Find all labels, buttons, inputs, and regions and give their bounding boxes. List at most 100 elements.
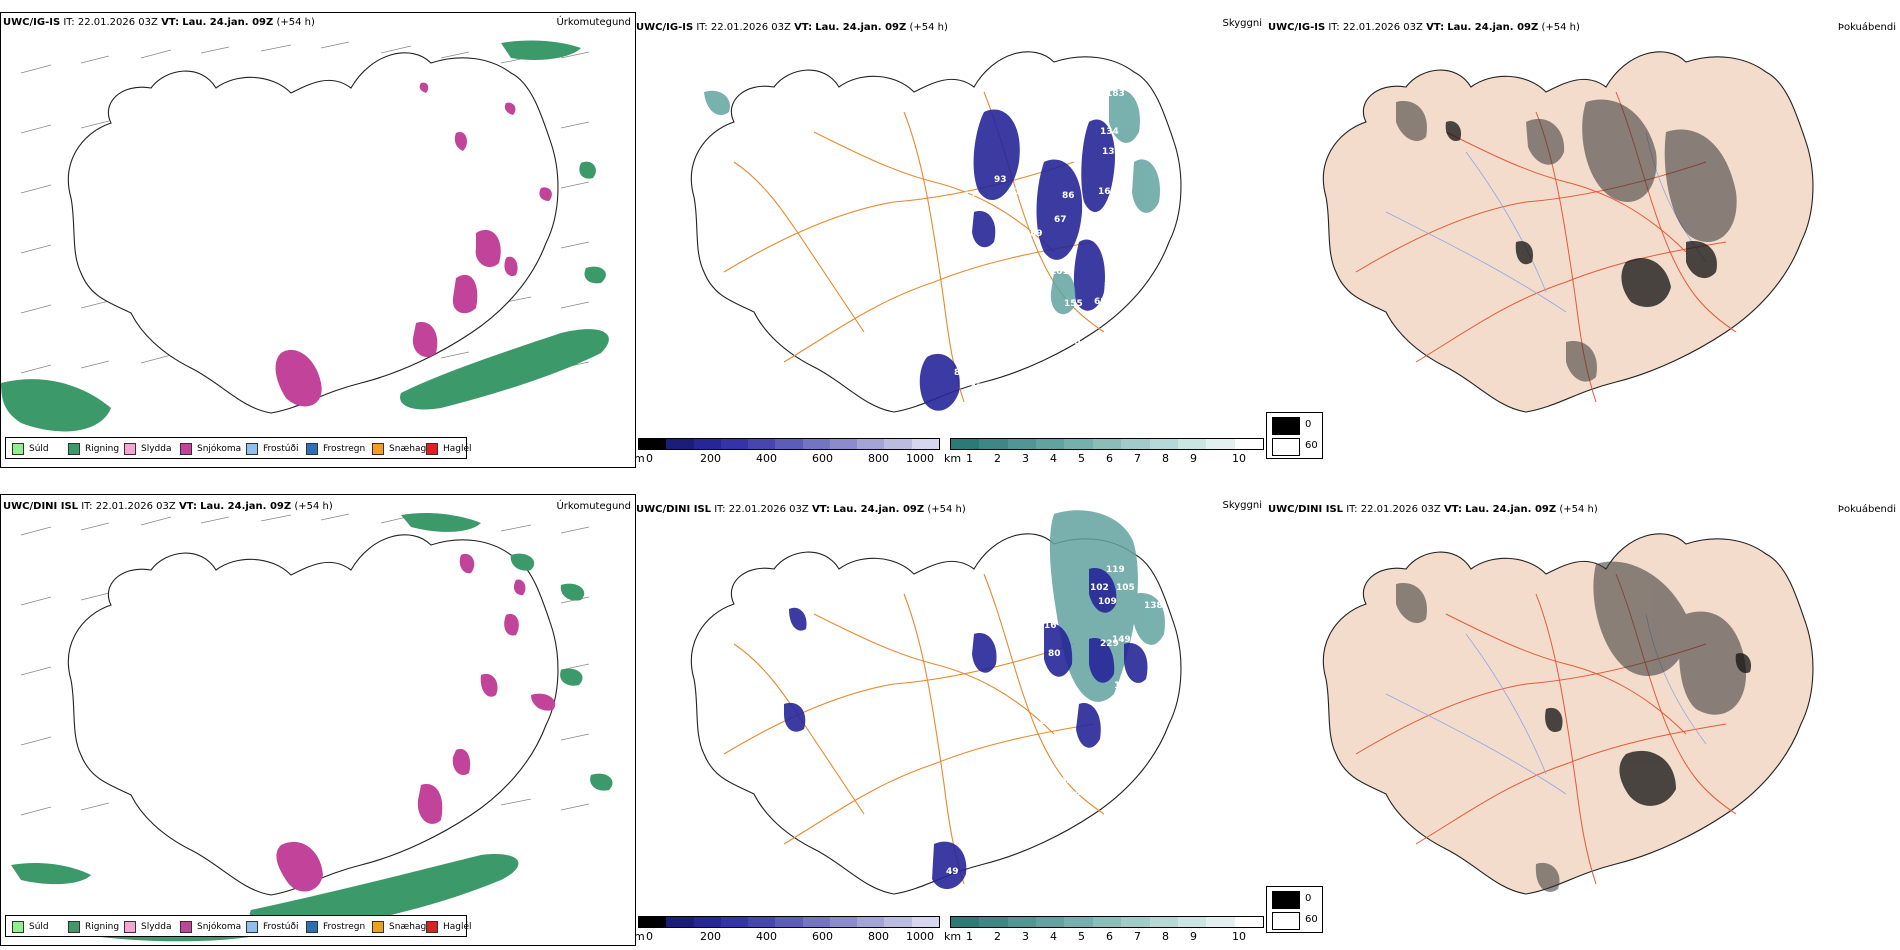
map-label: 97 (974, 352, 987, 362)
panel-header: UWC/IG-IS IT: 22.01.2026 03Z VT: Lau. 24… (1268, 22, 1580, 33)
visibility-tick: 8 (1162, 930, 1169, 943)
ceiling-tick: 400 (756, 452, 777, 465)
map-label: 149 (1112, 635, 1131, 645)
ceiling-tick: 800 (868, 930, 889, 943)
legend-item: Rigning (68, 921, 119, 933)
ceiling-tick: 1000 (906, 452, 934, 465)
legend-item: Frostregn (306, 443, 365, 455)
map-label: 147 (1096, 213, 1115, 223)
legend-item: Snjókoma (180, 921, 241, 933)
map-label: 185 (1062, 337, 1081, 347)
legend-item: Frostúði (246, 921, 298, 933)
legend-item: Rigning (68, 443, 119, 455)
legend-item: Snjókoma (180, 443, 241, 455)
fog-panel-bottom: UWC/DINI ISL IT: 22.01.2026 03Z VT: Lau.… (1266, 494, 1900, 944)
map-label: 68 (1094, 297, 1107, 307)
visibility-tick: 2 (994, 452, 1001, 465)
ceiling-tick: 1000 (906, 930, 934, 943)
panel-header: UWC/DINI ISL IT: 22.01.2026 03Z VT: Lau.… (1268, 504, 1598, 515)
map-label: 102 (1090, 583, 1109, 593)
panel-title: Skyggni (1222, 18, 1262, 29)
map-label: 142 (1038, 717, 1057, 727)
map-label: 93 (994, 175, 1007, 185)
map-label: 162 (1080, 229, 1099, 239)
map-label: 191 (1114, 681, 1133, 691)
panel-title: Úrkomutegund (556, 17, 631, 28)
ceiling-map-top: 97 84 45 183 134 130 93 11 86 168 236 67… (690, 51, 1182, 413)
map-label: 155 (1064, 299, 1083, 309)
ceiling-tick: 0 (646, 930, 653, 943)
legend-item: Súld (12, 443, 49, 455)
map-label: 88 (1104, 281, 1117, 291)
visibility-tick: 5 (1078, 930, 1085, 943)
precip-legend: Súld Rigning Slydda Snjókoma Frostúði Fr… (5, 437, 472, 459)
map-label: 11 (1008, 187, 1021, 197)
ceiling-panel-bottom: 119 102 105 109 60 16 80 138 149 229 191… (634, 494, 1266, 944)
ceiling-panel-top: 97 84 45 183 134 130 93 11 86 168 236 67… (634, 12, 1266, 466)
visibility-tick: 5 (1078, 452, 1085, 465)
map-label: 138 (1144, 601, 1163, 611)
visibility-tick: 10 (1232, 452, 1246, 465)
fog-legend-high: 0 (1305, 893, 1312, 904)
legend-item: Slydda (124, 921, 171, 933)
map-label: 60 (998, 605, 1011, 615)
map-label: 194 (1054, 777, 1073, 787)
map-label: 158 (1058, 321, 1077, 331)
map-label: 236 (1114, 183, 1133, 193)
map-label: 89 (1030, 229, 1043, 239)
map-label: 90 (1118, 697, 1131, 707)
visibility-tick: 1 (966, 452, 973, 465)
visibility-colorbar (950, 916, 1264, 928)
map-label: 205 (1062, 805, 1081, 815)
visibility-tick: 7 (1134, 930, 1141, 943)
panel-title: Skyggni (1222, 500, 1262, 511)
precip-map-top (1, 40, 609, 432)
map-label: 77 (1122, 261, 1135, 271)
panel-title: Úrkomutegund (556, 501, 631, 512)
ceiling-tick: 200 (700, 930, 721, 943)
ceiling-tick: 0 (646, 452, 653, 465)
ceiling-colorbar (638, 916, 940, 928)
ceiling-labels-bottom: 119 102 105 109 60 16 80 138 149 229 191… (914, 565, 1177, 877)
legend-item: Snæhagl (372, 443, 429, 455)
map-label: 84 (954, 368, 967, 378)
map-label: 83 (1112, 241, 1125, 251)
visibility-tick: 2 (994, 930, 1001, 943)
visibility-tick: 6 (1106, 930, 1113, 943)
ceiling-tick: 600 (812, 452, 833, 465)
visibility-tick: 1 (966, 930, 973, 943)
map-label: 92 (1162, 565, 1175, 575)
map-label: 101 (1050, 267, 1069, 277)
panel-title: Þokuábendi (1837, 22, 1896, 33)
fog-legend: 0 60 (1266, 886, 1323, 933)
map-label: 45 (970, 383, 983, 393)
map-label: 80 (1048, 649, 1061, 659)
fog-legend-low: 60 (1305, 440, 1318, 451)
map-label: 119 (1106, 565, 1125, 575)
visibility-tick: 6 (1106, 452, 1113, 465)
map-label: 134 (1100, 127, 1119, 137)
visibility-tick: 9 (1190, 452, 1197, 465)
map-label: 202 (1062, 791, 1081, 801)
panel-title: Þokuábendi (1837, 504, 1896, 515)
legend-item: Slydda (124, 443, 171, 455)
ceiling-map-bottom: 119 102 105 109 60 16 80 138 149 229 191… (690, 510, 1182, 895)
visibility-tick: 4 (1050, 930, 1057, 943)
map-label: 49 (946, 867, 959, 877)
ceiling-unit: m (634, 930, 645, 943)
precip-panel-top: UWC/IG-IS IT: 22.01.2026 03Z VT: Lau. 24… (0, 12, 636, 468)
precip-panel-bottom: UWC/DINI ISL IT: 22.01.2026 03Z VT: Lau.… (0, 494, 636, 946)
map-label: 26 (1086, 767, 1099, 777)
visibility-tick: 9 (1190, 930, 1197, 943)
map-label: 168 (1098, 187, 1117, 197)
map-label: 127 (1014, 265, 1033, 275)
visibility-tick: 3 (1022, 930, 1029, 943)
legend-item: Haglél (426, 921, 472, 933)
panel-header: UWC/DINI ISL IT: 22.01.2026 03Z VT: Lau.… (3, 501, 333, 512)
visibility-unit: km (944, 930, 962, 943)
ceiling-tick: 400 (756, 930, 777, 943)
panel-header: UWC/IG-IS IT: 22.01.2026 03Z VT: Lau. 24… (3, 17, 315, 28)
visibility-colorbar (950, 438, 1264, 450)
map-label: 85 (1164, 579, 1177, 589)
legend-item: Frostúði (246, 443, 298, 455)
